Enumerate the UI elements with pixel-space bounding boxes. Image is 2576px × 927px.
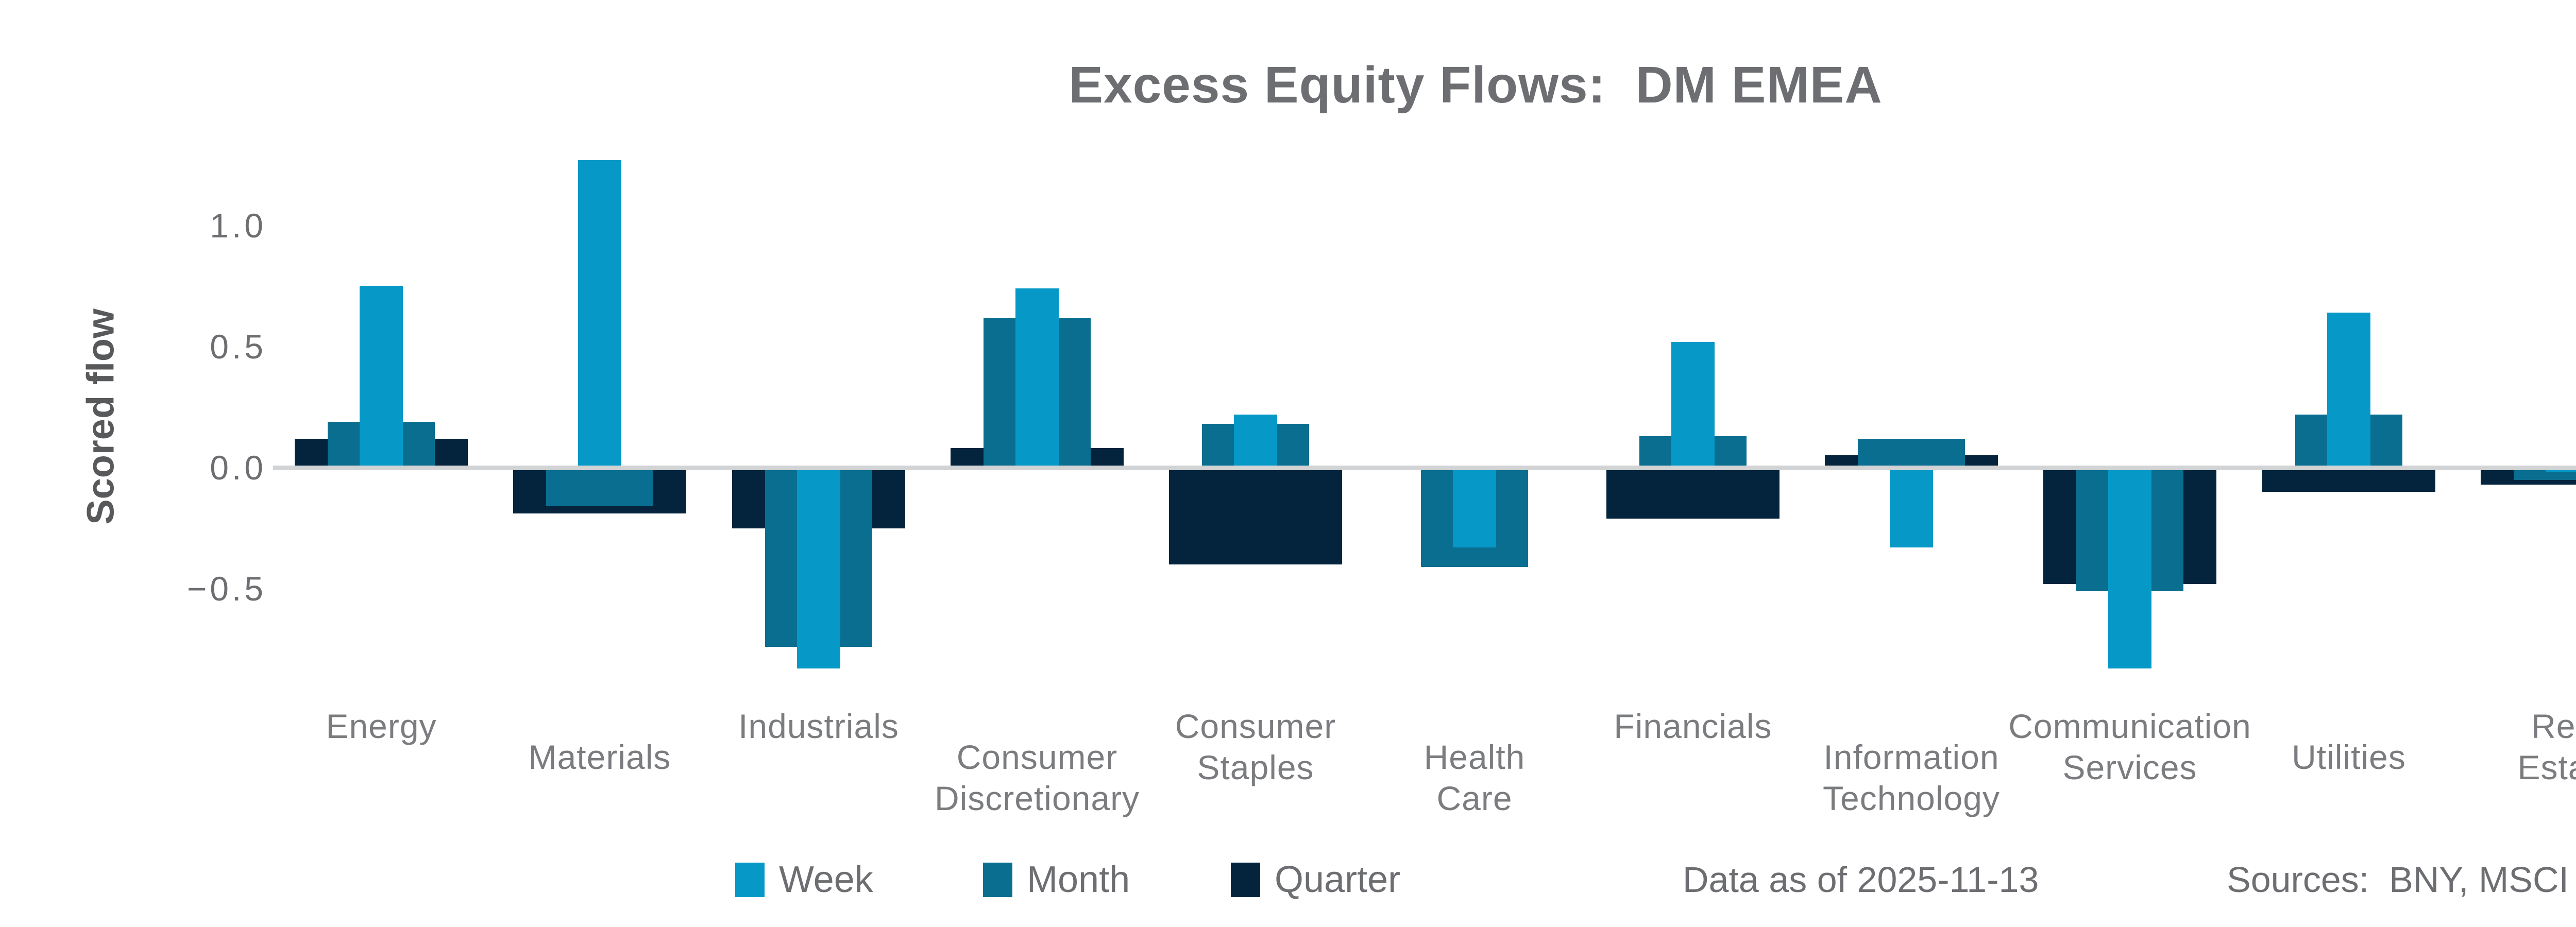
data-as-of-text: Data as of 2025-11-13 (1683, 860, 2039, 900)
legend-item-week: Week (735, 859, 873, 900)
y-tick-label: 0.5 (210, 328, 266, 366)
x-axis-label-materials: Materials (528, 738, 671, 776)
x-axis-label-financials: Financials (1614, 707, 1772, 745)
bar-quarter-financials (1606, 468, 1780, 519)
legend-swatch-icon-month (983, 862, 1012, 897)
y-tick-label: 0.0 (210, 449, 266, 487)
bar-quarter-consumer-staples (1169, 468, 1342, 564)
legend-item-quarter: Quarter (1231, 859, 1400, 900)
legend-swatch-icon-week (735, 862, 765, 897)
x-axis-label-energy: Energy (326, 707, 437, 745)
bar-week-health-care (1453, 468, 1496, 547)
legend-label-quarter: Quarter (1275, 859, 1401, 900)
bar-week-energy (360, 286, 403, 468)
bar-week-consumer-staples (1234, 415, 1277, 468)
bar-week-utilities (2327, 313, 2370, 468)
bar-month-information-technology (1858, 439, 1965, 468)
sources-text: Sources: BNY, MSCI (2227, 860, 2569, 900)
chart-title: Excess Equity Flows: DM EMEA (1069, 56, 1883, 114)
legend-label-month: Month (1027, 859, 1130, 900)
legend-swatch-icon-quarter (1231, 862, 1260, 897)
zero-axis-line (273, 466, 2576, 470)
bar-week-communication-services (2108, 468, 2151, 668)
y-tick-label: 1.0 (210, 207, 266, 245)
x-axis-label-industrials: Industrials (738, 707, 899, 745)
bar-week-industrials (797, 468, 840, 668)
bar-week-financials (1671, 342, 1715, 468)
legend-label-week: Week (779, 859, 873, 900)
legend-item-month: Month (983, 859, 1130, 900)
x-axis-label-information-technology: Information Technology (1823, 738, 2000, 817)
x-axis-label-communication-services: Communication Services (2008, 707, 2251, 786)
y-tick-label: −0.5 (187, 570, 266, 608)
bar-quarter-utilities (2262, 468, 2435, 492)
x-axis-label-health-care: Health Care (1423, 738, 1526, 817)
x-axis-label-consumer-staples: Consumer Staples (1175, 707, 1336, 786)
bar-month-materials (546, 468, 653, 506)
bar-week-information-technology (1890, 468, 1933, 547)
x-axis-label-utilities: Utilities (2292, 738, 2406, 776)
bar-week-materials (578, 160, 621, 468)
x-axis-label-real-estate: RealEstate (2517, 707, 2576, 786)
x-axis-label-consumer-discretionary: Consumer Discretionary (934, 738, 1140, 817)
bar-week-consumer-discretionary (1015, 288, 1059, 468)
